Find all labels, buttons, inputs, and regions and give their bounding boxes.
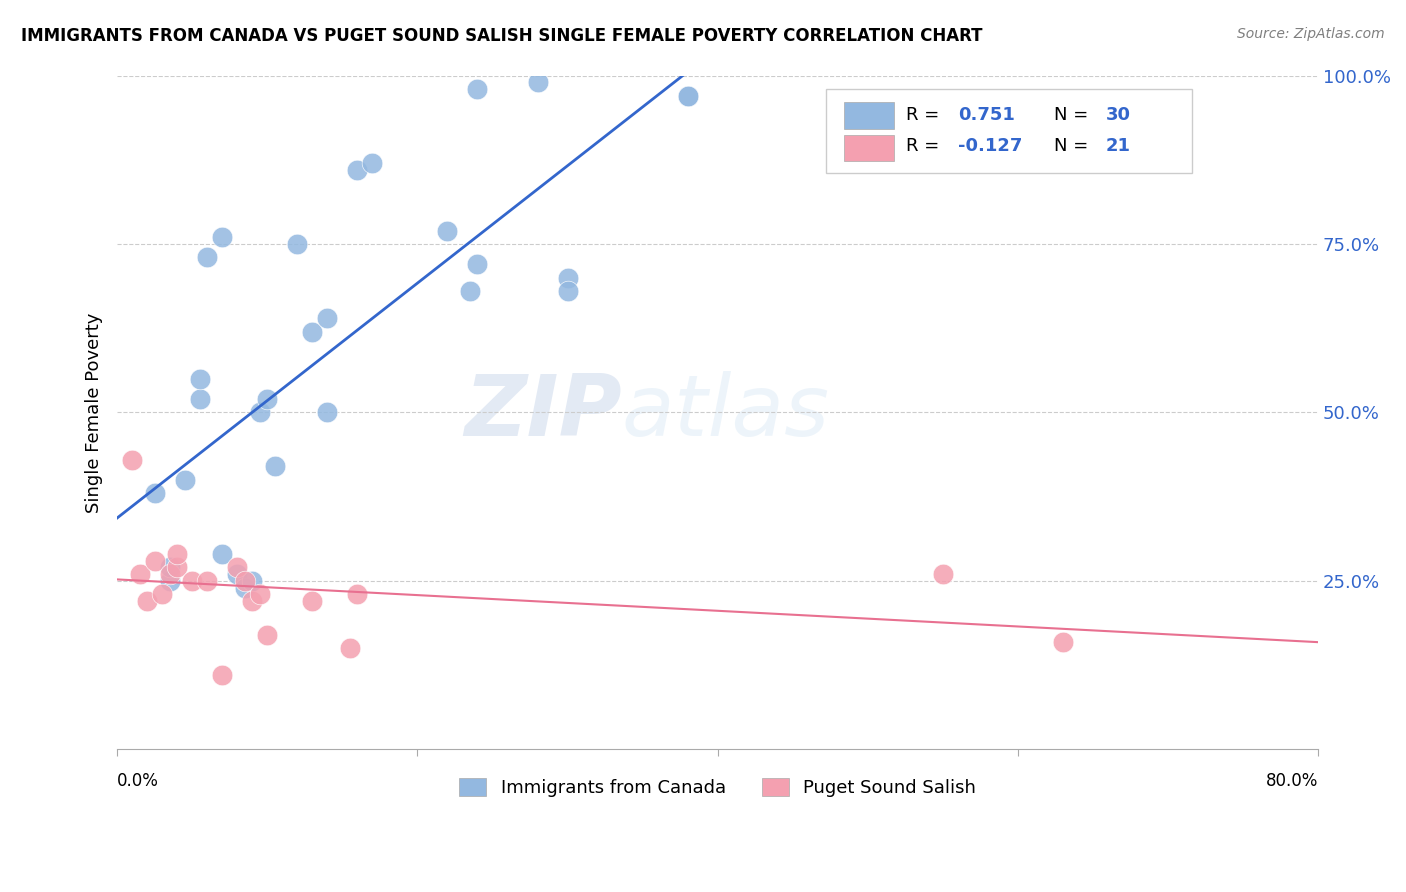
Point	[159, 567, 181, 582]
Point	[226, 567, 249, 582]
Point	[166, 560, 188, 574]
Point	[233, 574, 256, 588]
Point	[436, 223, 458, 237]
Point	[339, 641, 361, 656]
Point	[256, 392, 278, 406]
Text: R =: R =	[907, 137, 939, 155]
Text: atlas: atlas	[621, 371, 830, 454]
Point	[301, 325, 323, 339]
Point	[211, 230, 233, 244]
Point	[181, 574, 204, 588]
Point	[346, 587, 368, 601]
Point	[159, 560, 181, 574]
FancyBboxPatch shape	[844, 135, 894, 161]
Point	[676, 88, 699, 103]
Point	[143, 486, 166, 500]
Point	[361, 156, 384, 170]
FancyBboxPatch shape	[825, 89, 1192, 173]
Point	[188, 392, 211, 406]
Text: N =: N =	[1054, 137, 1088, 155]
Text: 0.0%: 0.0%	[117, 772, 159, 790]
Point	[143, 554, 166, 568]
Point	[121, 452, 143, 467]
Point	[316, 405, 339, 419]
Point	[173, 473, 195, 487]
Point	[195, 251, 218, 265]
Point	[346, 162, 368, 177]
Point	[285, 237, 308, 252]
Point	[557, 270, 579, 285]
Text: 80.0%: 80.0%	[1265, 772, 1319, 790]
Text: 21: 21	[1105, 137, 1130, 155]
Point	[195, 574, 218, 588]
Text: ZIP: ZIP	[464, 371, 621, 454]
Point	[932, 567, 955, 582]
Text: IMMIGRANTS FROM CANADA VS PUGET SOUND SALISH SINGLE FEMALE POVERTY CORRELATION C: IMMIGRANTS FROM CANADA VS PUGET SOUND SA…	[21, 27, 983, 45]
Point	[159, 574, 181, 588]
Point	[211, 547, 233, 561]
Point	[188, 372, 211, 386]
Point	[467, 257, 489, 271]
Text: -0.127: -0.127	[957, 137, 1022, 155]
Point	[240, 574, 263, 588]
Point	[150, 587, 173, 601]
Point	[263, 459, 285, 474]
Point	[226, 560, 249, 574]
Point	[240, 594, 263, 608]
Text: Source: ZipAtlas.com: Source: ZipAtlas.com	[1237, 27, 1385, 41]
FancyBboxPatch shape	[844, 103, 894, 128]
Point	[128, 567, 150, 582]
Point	[166, 547, 188, 561]
Point	[136, 594, 159, 608]
Point	[676, 88, 699, 103]
Text: N =: N =	[1054, 105, 1088, 124]
Text: R =: R =	[907, 105, 939, 124]
Point	[256, 628, 278, 642]
Point	[211, 668, 233, 682]
Point	[301, 594, 323, 608]
Point	[233, 581, 256, 595]
Point	[526, 75, 548, 89]
Point	[316, 311, 339, 326]
Text: 0.751: 0.751	[957, 105, 1015, 124]
Point	[249, 587, 271, 601]
Point	[458, 284, 481, 298]
Point	[249, 405, 271, 419]
Point	[467, 82, 489, 96]
Point	[557, 284, 579, 298]
Y-axis label: Single Female Poverty: Single Female Poverty	[86, 312, 103, 513]
Text: 30: 30	[1105, 105, 1130, 124]
Point	[1052, 634, 1074, 648]
Legend: Immigrants from Canada, Puget Sound Salish: Immigrants from Canada, Puget Sound Sali…	[451, 771, 983, 805]
